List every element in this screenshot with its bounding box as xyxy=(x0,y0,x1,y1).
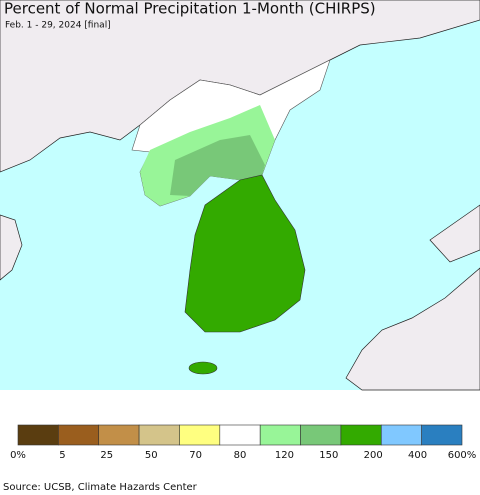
legend-swatch xyxy=(380,424,422,446)
legend-swatch xyxy=(259,424,301,446)
legend-swatch xyxy=(179,424,221,446)
title: Percent of Normal Precipitation 1-Month … xyxy=(4,0,376,18)
japan xyxy=(345,267,480,391)
legend-swatch xyxy=(219,424,261,446)
legend-swatch xyxy=(421,424,463,446)
jeju xyxy=(188,361,218,375)
legend-label: 0% xyxy=(10,450,26,461)
legend-label: 150 xyxy=(319,450,338,461)
legend-swatch xyxy=(17,424,59,446)
legend: 0% 5 25 50 70 80 120 150 200 400 600% xyxy=(10,424,477,461)
source: Source: UCSB, Climate Hazards Center xyxy=(3,482,198,493)
legend-label: 400 xyxy=(408,450,427,461)
map xyxy=(0,0,480,391)
legend-swatch xyxy=(138,424,180,446)
legend-label: 80 xyxy=(234,450,247,461)
north-korea-mid-green xyxy=(170,135,265,196)
legend-swatch xyxy=(58,424,100,446)
legend-label: 70 xyxy=(189,450,202,461)
legend-label: 50 xyxy=(145,450,158,461)
legend-label: 5 xyxy=(59,450,65,461)
legend-label: 200 xyxy=(364,450,383,461)
south-korea xyxy=(184,174,306,333)
legend-label: 600% xyxy=(448,450,477,461)
legend-swatch xyxy=(340,424,382,446)
legend-label: 120 xyxy=(275,450,294,461)
legend-swatch xyxy=(98,424,140,446)
legend-swatch xyxy=(300,424,342,446)
japan-north xyxy=(429,204,480,263)
china-west-coast xyxy=(0,214,23,281)
subtitle: Feb. 1 - 29, 2024 [final] xyxy=(5,21,111,31)
legend-label: 25 xyxy=(100,450,113,461)
